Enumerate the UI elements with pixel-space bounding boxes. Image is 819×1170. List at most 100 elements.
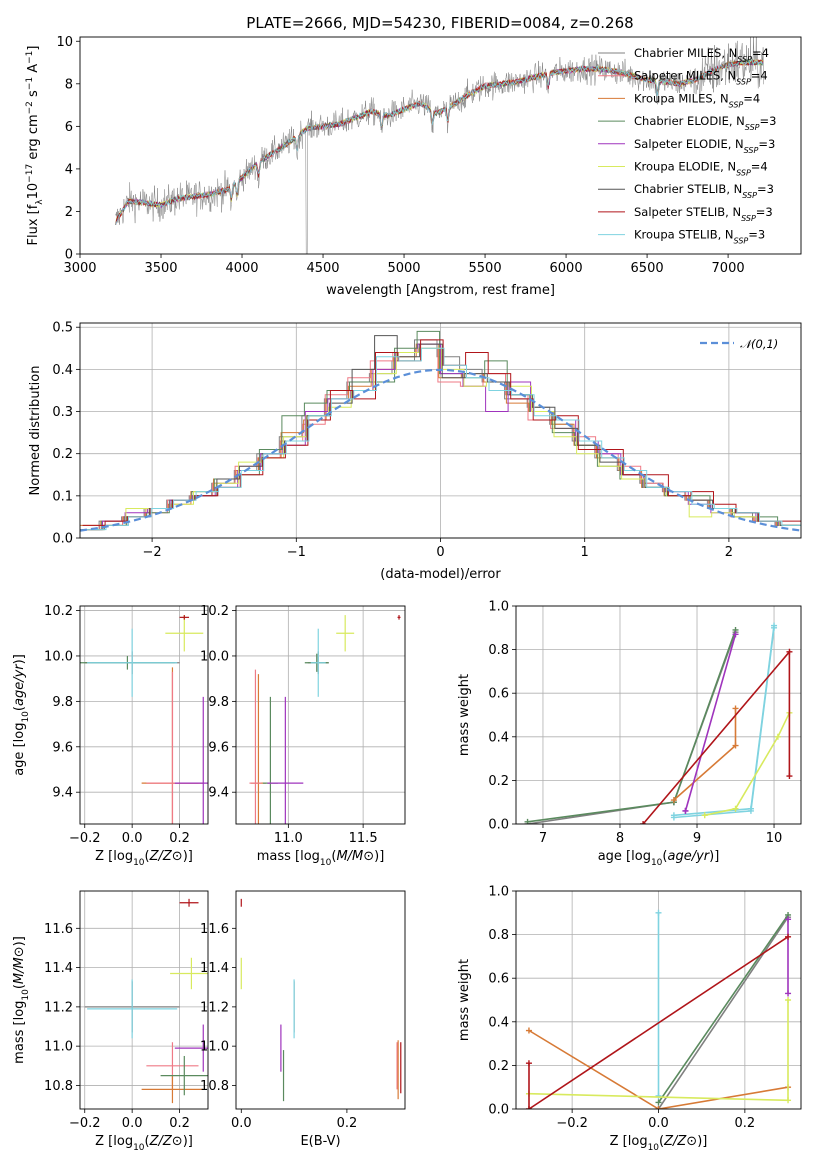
- x-tick-label: 0: [436, 545, 444, 560]
- x-tick-label: −0.2: [556, 1116, 588, 1131]
- mass-weight-line: [684, 634, 737, 812]
- mass-weight-marker: [785, 997, 792, 1003]
- data-point: [174, 1024, 208, 1072]
- mass-weight-marker: [525, 1027, 532, 1034]
- mass-weight-marker: [732, 631, 739, 638]
- y-tick-label: 9.8: [208, 695, 229, 710]
- mass-weight-marker: [771, 622, 778, 629]
- y-tick-label: 0.2: [52, 447, 73, 462]
- y-tick-label: 0.5: [52, 321, 73, 336]
- histogram-step-line: [80, 347, 801, 531]
- y-tick-label: 10.2: [44, 604, 73, 619]
- x-tick-label: 7: [539, 831, 547, 846]
- massweight-vs-age-panel: 7 8 9 10 0.0 0.2 0.4 0.6 0.8 1.0 age [log10(age/yr…: [457, 600, 802, 868]
- plot-area: [524, 622, 793, 824]
- legend-label: Salpeter STELIB, NSSP=3: [634, 205, 773, 223]
- x-tick-label: 4500: [306, 261, 339, 276]
- x-axis-label: Z [log10(Z/Z⊙)]: [95, 849, 193, 868]
- mass-weight-marker: [525, 1106, 532, 1109]
- data-point: [179, 615, 190, 620]
- legend-label: Chabrier MILES, NSSP=4: [634, 46, 769, 64]
- data-point: [165, 615, 204, 652]
- mass-weight-marker: [655, 1092, 662, 1099]
- x-tick-label: 0.2: [735, 1116, 756, 1131]
- x-tick-label: 6500: [631, 261, 664, 276]
- mass-weight-marker: [786, 773, 793, 780]
- y-tick-label: 0.4: [488, 730, 509, 745]
- x-tick-label: 2: [725, 545, 733, 560]
- y-tick-label: 11.0: [44, 1040, 73, 1055]
- y-tick-label: 10.0: [200, 649, 229, 664]
- x-tick-label: 0.2: [169, 831, 190, 846]
- x-tick-label: 0.0: [122, 1116, 143, 1131]
- data-point: [310, 628, 326, 697]
- normal-reference-line: [80, 368, 801, 532]
- y-tick-label: 0.3: [52, 405, 73, 420]
- y-tick-label: 0.6: [488, 972, 509, 987]
- y-tick-label: 0.1: [52, 489, 73, 504]
- y-axis-label: Flux [fλ10−17 erg cm−2 s−1 A−1]: [25, 46, 45, 246]
- y-tick-label: 0.2: [488, 1059, 509, 1074]
- y-axis-label: mass weight: [457, 674, 472, 756]
- plot-area: [115, 37, 764, 254]
- histogram-step-line: [83, 347, 801, 531]
- y-tick-label: 2: [65, 205, 73, 220]
- y-tick-label: 11.0: [200, 1040, 229, 1055]
- axes-frame: [79, 322, 802, 539]
- x-tick-label: −0.2: [69, 1116, 101, 1131]
- x-tick-label: 5000: [387, 261, 420, 276]
- x-tick-label: 10: [766, 831, 783, 846]
- age-vs-z-panel: −0.2 0.0 0.2 9.4 9.6 9.8 10.0 10.2 Z [log10(Z/Z⊙…: [12, 604, 209, 868]
- y-tick-label: 9.4: [208, 786, 229, 801]
- x-tick-label: 1: [581, 545, 589, 560]
- y-axis-label: mass weight: [457, 959, 472, 1041]
- y-tick-label: 9.6: [208, 740, 229, 755]
- x-tick-label: 6000: [550, 261, 583, 276]
- data-point: [160, 1055, 208, 1096]
- legend-label: Kroupa MILES, NSSP=4: [634, 91, 760, 109]
- data-point: [170, 957, 208, 990]
- y-tick-label: 10: [56, 35, 73, 50]
- data-point: [336, 615, 355, 652]
- grid-group: [80, 606, 208, 824]
- x-tick-label: 0.2: [169, 1116, 190, 1131]
- legend-label: Salpeter MILES, NSSP=4: [634, 69, 768, 87]
- y-tick-label: 11.4: [200, 961, 229, 976]
- mass-weight-marker: [747, 805, 754, 812]
- spectrum-title: PLATE=2666, MJD=54230, FIBERID=0084, z=0…: [246, 14, 633, 32]
- y-tick-label: 0.2: [488, 774, 509, 789]
- axes-frame: [79, 36, 802, 255]
- y-tick-label: 10.8: [44, 1079, 73, 1094]
- y-tick-label: 0.4: [488, 1015, 509, 1030]
- mass-weight-line: [528, 936, 789, 1109]
- plot-area: [80, 615, 208, 824]
- y-tick-label: 0.0: [52, 532, 73, 547]
- mass-weight-marker: [525, 1060, 532, 1067]
- mass-weight-marker: [655, 909, 662, 916]
- y-tick-label: 0.0: [488, 1103, 509, 1118]
- x-tick-label: 3000: [63, 261, 96, 276]
- y-tick-label: 11.2: [44, 1000, 73, 1015]
- y-tick-label: 1.0: [488, 885, 509, 900]
- grid-group: [236, 606, 405, 824]
- mass-weight-line: [642, 649, 791, 824]
- data-point: [174, 696, 208, 824]
- y-tick-label: 10.2: [200, 604, 229, 619]
- mass-weight-line: [704, 712, 791, 817]
- y-axis-label: Normed distribution: [28, 366, 43, 496]
- y-tick-label: 11.2: [200, 1000, 229, 1015]
- y-tick-label: 0.8: [488, 928, 509, 943]
- y-tick-label: 0: [65, 248, 73, 263]
- y-tick-label: 9.4: [52, 786, 73, 801]
- mass-weight-line: [527, 629, 737, 823]
- y-tick-label: 8: [65, 77, 73, 92]
- age-vs-mass-panel: 11.0 11.5 9.4 9.6 9.8 10.0 10.2 mass [log10(M/M…: [200, 604, 406, 868]
- data-point: [87, 979, 178, 1039]
- data-point: [87, 628, 178, 697]
- mass-vs-ebv-panel: 0.0 0.2 10.8 11.0 11.2 11.4 11.6 E(B-V): [200, 890, 406, 1149]
- mass-weight-line: [528, 1029, 789, 1109]
- mass-weight-marker: [785, 933, 792, 940]
- y-tick-label: 1.0: [488, 600, 509, 615]
- mass-weight-marker: [785, 916, 792, 923]
